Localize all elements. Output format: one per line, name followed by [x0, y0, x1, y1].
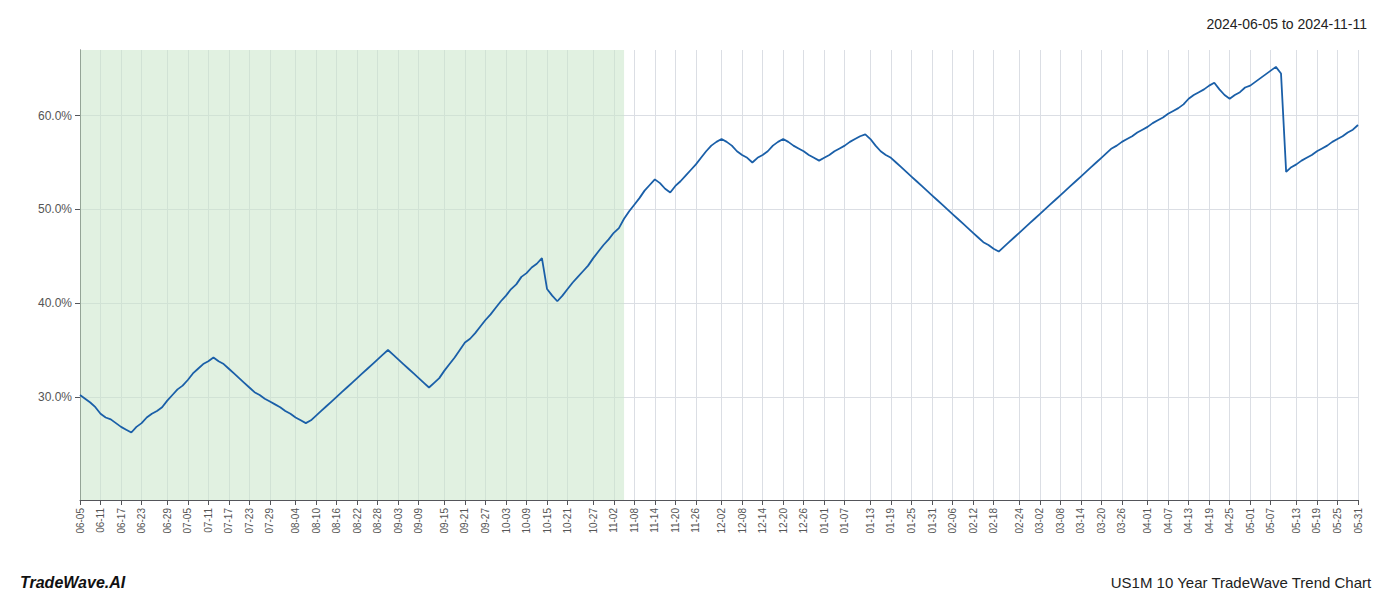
- svg-text:06-11: 06-11: [95, 508, 106, 533]
- svg-text:05-19: 05-19: [1311, 508, 1322, 534]
- svg-text:01-31: 01-31: [927, 508, 938, 534]
- svg-text:02-24: 02-24: [1014, 508, 1025, 534]
- svg-text:07-23: 07-23: [244, 508, 255, 534]
- svg-text:12-02: 12-02: [716, 508, 727, 534]
- svg-text:04-07: 04-07: [1163, 508, 1174, 534]
- svg-text:06-23: 06-23: [136, 508, 147, 534]
- svg-text:12-14: 12-14: [757, 508, 768, 534]
- svg-text:05-25: 05-25: [1332, 508, 1343, 534]
- svg-text:11-20: 11-20: [670, 508, 681, 533]
- svg-text:09-09: 09-09: [413, 508, 424, 534]
- svg-text:01-13: 01-13: [865, 508, 876, 534]
- svg-text:03-02: 03-02: [1034, 508, 1045, 534]
- svg-text:03-20: 03-20: [1096, 508, 1107, 534]
- svg-text:02-12: 02-12: [968, 508, 979, 534]
- svg-text:09-03: 09-03: [393, 508, 404, 534]
- svg-text:10-15: 10-15: [542, 508, 553, 534]
- svg-text:01-07: 01-07: [839, 508, 850, 534]
- svg-text:02-06: 02-06: [947, 508, 958, 534]
- svg-text:11-14: 11-14: [649, 508, 660, 533]
- svg-text:06-17: 06-17: [116, 508, 127, 534]
- svg-text:04-19: 04-19: [1204, 508, 1215, 534]
- svg-text:07-17: 07-17: [223, 508, 234, 534]
- svg-text:05-13: 05-13: [1291, 508, 1302, 534]
- svg-text:01-19: 01-19: [885, 508, 896, 534]
- svg-text:01-01: 01-01: [819, 508, 830, 534]
- svg-text:04-25: 04-25: [1224, 508, 1235, 534]
- svg-text:12-26: 12-26: [798, 508, 809, 534]
- svg-text:05-31: 05-31: [1353, 508, 1364, 534]
- svg-text:11-08: 11-08: [629, 508, 640, 533]
- svg-text:07-29: 07-29: [264, 508, 275, 534]
- svg-text:10-21: 10-21: [562, 508, 573, 534]
- svg-text:10-09: 10-09: [521, 508, 532, 534]
- svg-text:03-14: 03-14: [1075, 508, 1086, 534]
- svg-text:06-29: 06-29: [162, 508, 173, 534]
- svg-text:60.0%: 60.0%: [38, 109, 72, 123]
- svg-text:08-28: 08-28: [372, 508, 383, 534]
- svg-text:04-01: 04-01: [1142, 508, 1153, 534]
- svg-text:01-25: 01-25: [906, 508, 917, 534]
- svg-text:10-27: 10-27: [588, 508, 599, 534]
- svg-text:06-05: 06-05: [75, 508, 86, 534]
- svg-text:12-08: 12-08: [737, 508, 748, 534]
- svg-text:08-04: 08-04: [290, 508, 301, 534]
- svg-text:07-05: 07-05: [182, 508, 193, 534]
- svg-text:11-26: 11-26: [690, 508, 701, 533]
- svg-text:05-07: 05-07: [1265, 508, 1276, 534]
- svg-text:09-27: 09-27: [480, 508, 491, 534]
- svg-text:03-26: 03-26: [1116, 508, 1127, 534]
- svg-text:08-22: 08-22: [352, 508, 363, 534]
- svg-text:04-13: 04-13: [1183, 508, 1194, 534]
- svg-text:US1M 10 Year TradeWave Trend C: US1M 10 Year TradeWave Trend Chart: [1111, 574, 1372, 591]
- svg-text:11-02: 11-02: [608, 508, 619, 533]
- svg-text:TradeWave.AI: TradeWave.AI: [20, 574, 126, 591]
- svg-text:03-08: 03-08: [1055, 508, 1066, 534]
- svg-text:40.0%: 40.0%: [38, 296, 72, 310]
- svg-text:09-15: 09-15: [439, 508, 450, 534]
- svg-text:07-11: 07-11: [203, 508, 214, 533]
- svg-text:50.0%: 50.0%: [38, 202, 72, 216]
- svg-text:02-18: 02-18: [988, 508, 999, 534]
- svg-text:30.0%: 30.0%: [38, 390, 72, 404]
- svg-text:12-20: 12-20: [778, 508, 789, 534]
- svg-text:09-21: 09-21: [459, 508, 470, 534]
- svg-text:2024-06-05 to 2024-11-11: 2024-06-05 to 2024-11-11: [1206, 16, 1367, 32]
- svg-text:08-16: 08-16: [331, 508, 342, 534]
- svg-text:05-01: 05-01: [1245, 508, 1256, 534]
- svg-text:10-03: 10-03: [501, 508, 512, 534]
- svg-text:08-10: 08-10: [311, 508, 322, 534]
